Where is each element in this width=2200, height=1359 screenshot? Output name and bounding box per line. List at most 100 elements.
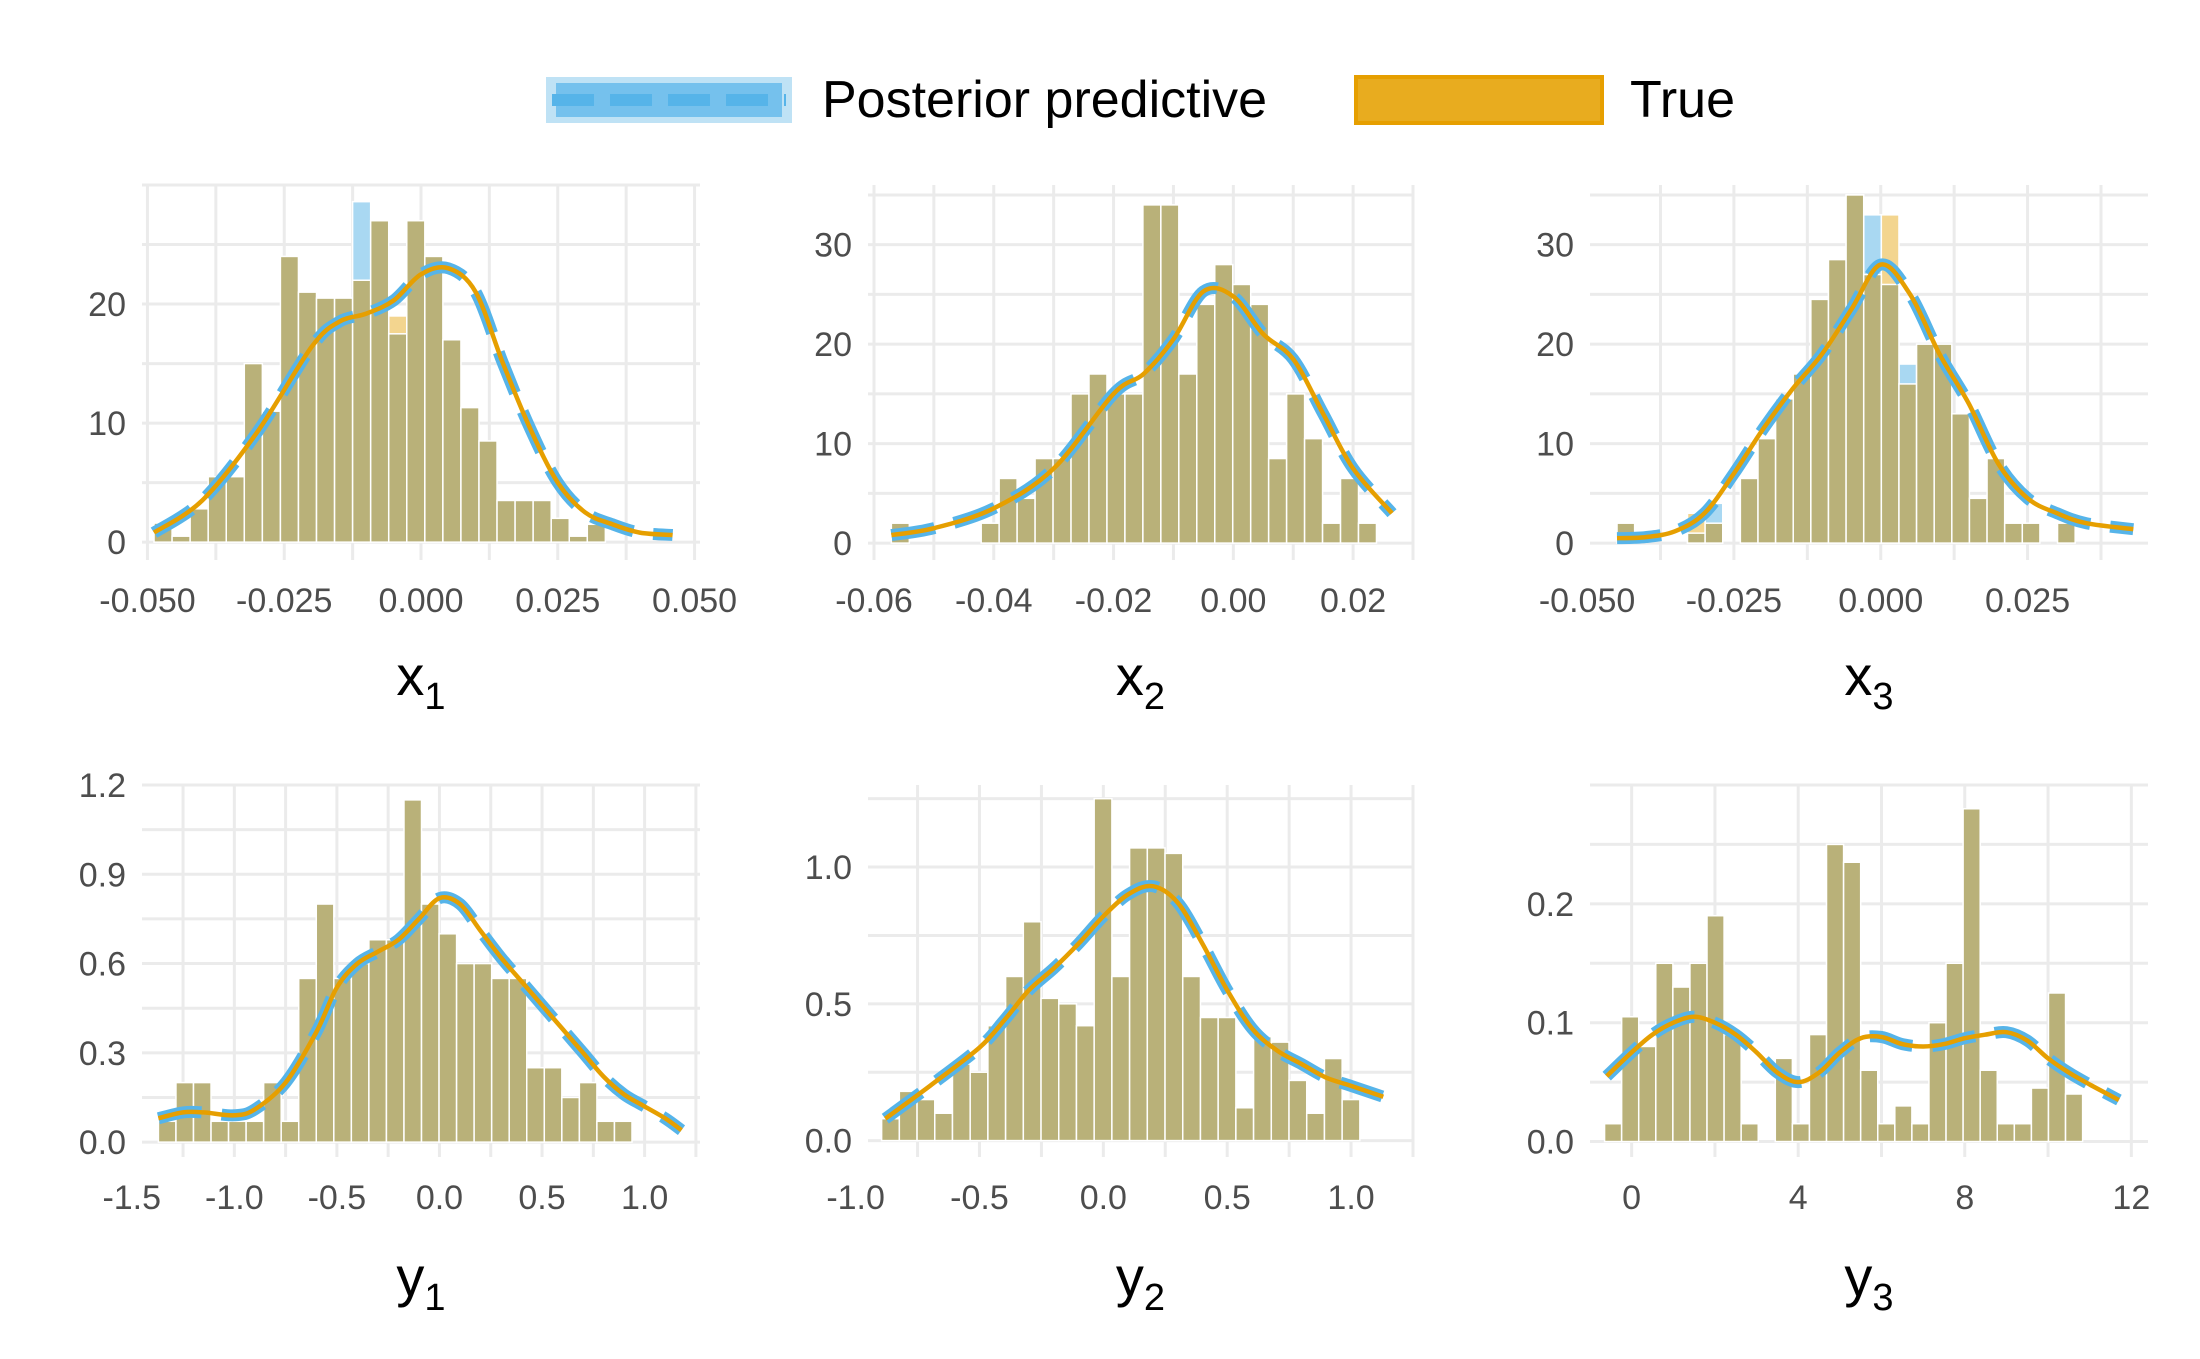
panel-x3: -0.050 -0.025 0.000 0.025 0 10 20 30 x3 [1536,185,2148,718]
hist-bar [455,962,475,1143]
hist-bar [1070,393,1090,544]
hist-bar [1655,962,1674,1143]
x-tick-label: -0.025 [1686,582,1782,620]
hist-bar [1199,1016,1219,1142]
hist-bar [1862,273,1883,544]
hist-bar [1016,497,1036,544]
hist-bar [424,255,444,543]
axis-title-var: x [396,644,424,707]
x-tick-label: 0.5 [518,1179,565,1217]
legend-label-posterior: Posterior predictive [822,71,1267,129]
hist-bar [2021,522,2041,544]
hist-bar [1876,1122,1896,1143]
axis-title-y3: y3 [1844,1245,1893,1319]
hist-bar [1106,393,1126,544]
hist-bar [568,535,589,543]
histogram [153,200,607,543]
hist-bar [1217,1016,1237,1142]
x-tick-label: 1.0 [621,1179,668,1217]
hist-bar [578,1081,598,1143]
y-tick-label: 30 [1536,227,1574,265]
hist-bar [385,939,405,1143]
axis-ticks: -0.050 -0.025 0.000 0.025 0.050 0 10 20 [88,286,737,620]
hist-bar [460,406,480,543]
y-tick-label: 0.2 [1527,886,1574,924]
hist-bar [1894,1105,1913,1143]
density-true [1605,1014,2120,1102]
hist-bar [1996,1122,2016,1143]
hist-bar [1196,303,1216,544]
hist-bar [1288,1079,1308,1142]
axis-ticks: -0.06 -0.04 -0.02 0.00 0.02 0 10 20 30 [814,227,1386,620]
axis-title-var: x [1116,644,1144,707]
hist-bar [1672,986,1691,1143]
hist-bar [387,333,408,543]
y-tick-label: 20 [88,286,126,324]
x-tick-label: 4 [1789,1179,1808,1217]
hist-bar [490,977,510,1143]
axis-title-y2: y2 [1116,1245,1165,1319]
x-tick-label: -0.5 [308,1179,367,1217]
hist-bar [1058,1003,1078,1142]
hist-bar [1723,1033,1742,1143]
hist-bar [2030,1087,2050,1143]
axis-title-subscript: 2 [1144,1277,1165,1319]
density-true [157,894,683,1133]
hist-bar [333,297,354,543]
hist-bar [245,1120,265,1143]
hist-bar [1704,522,1724,544]
grid [868,185,1415,560]
hist-bar [1911,1122,1930,1143]
x-tick-label: -1.5 [102,1179,161,1217]
panel-x2: -0.06 -0.04 -0.02 0.00 0.02 0 10 20 30 x2 [814,185,1415,718]
axis-title-subscript: 2 [1144,676,1165,718]
x-tick-label: 0.025 [1985,582,2070,620]
hist-bar [1842,861,1862,1143]
y-tick-label: 0.6 [79,946,126,984]
axis-title-subscript: 1 [424,1277,445,1319]
x-tick-label: -0.04 [955,582,1033,620]
density-true [1616,262,2134,541]
axis-title-subscript: 3 [1872,1277,1893,1319]
hist-bar [1341,1098,1361,1142]
hist-bar [1160,204,1180,544]
hist-bar [1945,962,1964,1143]
hist-bar [333,977,353,1143]
hist-bar [916,1098,936,1142]
axis-title-var: y [396,1245,424,1308]
legend-item-true: True [1354,71,1735,129]
hist-bar [969,1071,989,1142]
x-tick-label: -1.0 [205,1179,264,1217]
hist-bar [210,1120,230,1143]
hist-bar [1285,393,1306,544]
y-tick-label: 10 [88,405,126,443]
x-tick-label: -0.02 [1075,582,1153,620]
y-tick-label: 0.3 [79,1035,126,1073]
axis-title-x3: x3 [1844,644,1893,718]
x-tick-label: 0.0 [416,1179,463,1217]
hist-bar [351,279,372,543]
density-true [883,883,1385,1121]
hist-bar [1093,797,1113,1142]
hist-bar [1603,1122,1623,1143]
hist-bar [1124,393,1144,544]
x-tick-label: 0.000 [1838,582,1923,620]
legend-swatch-true [1354,75,1604,125]
hist-bar [2013,1122,2033,1143]
y-tick-label: 0 [833,525,852,563]
hist-bar [1252,1035,1273,1142]
axis-title-var: x [1844,644,1872,707]
x-tick-label: 8 [1955,1179,1974,1217]
x-tick-label: 0.02 [1320,582,1386,620]
axis-title-y1: y1 [396,1245,445,1319]
hist-bar [157,1120,177,1143]
hist-bar [1620,1016,1640,1143]
hist-bar [1859,1069,1879,1143]
hist-bar [951,1063,971,1142]
density-true [152,265,673,538]
hist-bar [1962,808,1981,1143]
hist-bar [1181,975,1202,1142]
axis-title-subscript: 1 [424,676,445,718]
hist-bar [442,339,462,543]
hist-bar [1040,997,1060,1142]
